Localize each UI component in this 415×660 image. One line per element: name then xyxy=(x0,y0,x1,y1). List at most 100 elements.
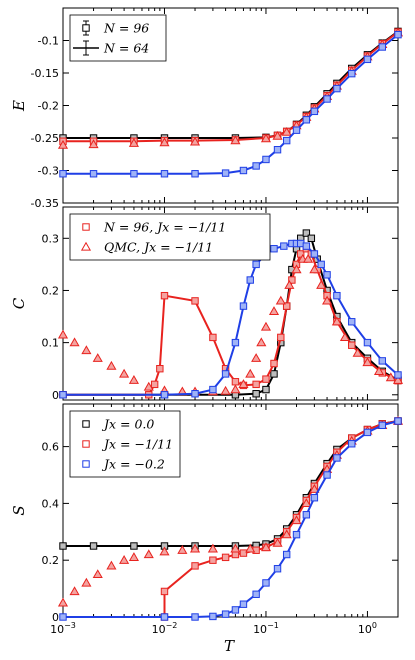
x-tick-exponent: 0 xyxy=(372,621,377,630)
data-point xyxy=(331,316,342,326)
data-point xyxy=(89,542,98,550)
data-point xyxy=(262,579,270,587)
data-point xyxy=(245,543,256,553)
legend: N = 96, Jx = −1/11 QMC, Jx = −1/11 xyxy=(69,213,271,261)
legend-marker xyxy=(82,24,90,32)
data-point xyxy=(281,529,292,539)
data-point xyxy=(160,391,169,399)
legend-entry: Jx = −0.2 xyxy=(82,457,165,472)
data-point xyxy=(81,577,92,587)
data-point xyxy=(273,565,282,573)
data-point xyxy=(268,306,280,315)
y-tick-label: -0.1 xyxy=(38,35,59,48)
legend-entry: QMC, Jx = −1/11 xyxy=(80,240,213,255)
data-point xyxy=(191,297,199,305)
y-tick-label: -0.2 xyxy=(38,100,59,113)
data-point xyxy=(302,511,311,519)
legend-marker xyxy=(82,223,90,231)
data-point xyxy=(209,385,217,394)
data-point xyxy=(302,242,311,250)
data-point xyxy=(69,337,80,347)
data-point xyxy=(394,417,402,425)
y-tick-label: 0 xyxy=(52,611,59,624)
series-blue-square xyxy=(59,417,402,621)
data-point xyxy=(301,498,312,508)
data-point xyxy=(159,546,170,556)
panel-c: 0 0.1 0.2 0.3 C N = 96, Jx = −1/11 QMC, Jx = −… xyxy=(10,206,404,402)
legend-label: N = 96, Jx = −1/11 xyxy=(103,220,226,235)
y-tick-label: 0.6 xyxy=(42,441,60,454)
data-point xyxy=(272,537,283,547)
data-point xyxy=(245,368,256,378)
data-point xyxy=(128,552,139,562)
data-point xyxy=(292,126,301,134)
legend-entry: N = 96, Jx = −1/11 xyxy=(82,220,226,235)
data-point xyxy=(160,587,169,596)
data-point xyxy=(150,380,159,389)
legend: Jx = 0.0 Jx = −1/11 Jx = −0.2 xyxy=(69,410,181,478)
data-point xyxy=(189,543,201,553)
data-point xyxy=(252,380,260,389)
y-axis-label: E xyxy=(10,100,28,112)
data-point xyxy=(57,139,69,149)
legend-entry: Jx = 0.0 xyxy=(82,417,154,432)
data-point xyxy=(252,590,260,598)
data-point xyxy=(209,612,217,621)
data-point xyxy=(316,280,327,289)
x-tick-label: 10−1 xyxy=(253,621,279,636)
data-point xyxy=(322,295,333,305)
legend-label: N = 64 xyxy=(103,41,149,56)
data-point xyxy=(352,347,363,357)
data-point xyxy=(339,332,350,342)
data-point xyxy=(307,234,316,242)
data-point xyxy=(160,613,169,621)
data-point xyxy=(394,30,402,39)
data-point xyxy=(209,333,217,342)
y-tick-label: -0.15 xyxy=(31,67,59,80)
y-tick-label: -0.25 xyxy=(31,132,59,145)
data-point xyxy=(260,133,272,143)
y-axis-label: C xyxy=(10,297,28,309)
data-point xyxy=(209,556,217,564)
data-point xyxy=(92,353,103,362)
x-axis-label: T xyxy=(224,637,235,655)
data-point xyxy=(251,353,262,362)
data-point xyxy=(221,370,230,378)
data-point xyxy=(106,360,117,370)
y-tick-label: 0.1 xyxy=(42,337,60,350)
y-tick-label: 0.2 xyxy=(42,554,60,567)
data-point xyxy=(297,250,305,258)
data-point xyxy=(238,379,249,389)
data-point xyxy=(57,329,69,339)
y-tick-label: -0.35 xyxy=(31,197,59,210)
legend-marker xyxy=(82,420,90,428)
data-point xyxy=(282,550,291,559)
data-point xyxy=(160,291,169,300)
y-axis-label: S xyxy=(10,505,28,515)
data-point xyxy=(156,365,164,373)
data-point xyxy=(177,545,188,554)
data-point xyxy=(252,260,260,269)
data-point xyxy=(119,368,130,378)
data-point xyxy=(89,170,98,178)
data-point xyxy=(252,390,260,398)
data-point xyxy=(392,374,404,384)
data-point xyxy=(394,371,402,379)
data-point xyxy=(288,276,296,284)
legend-marker xyxy=(82,460,90,468)
panel-e: -0.35 -0.3 -0.25 -0.2 -0.15 -0.1 E N = 96 N = 64 xyxy=(10,7,404,210)
data-point xyxy=(310,250,319,258)
data-point xyxy=(231,378,240,386)
data-point xyxy=(252,162,260,170)
data-point xyxy=(159,137,170,147)
legend-entry: N = 96 xyxy=(82,20,149,36)
data-point xyxy=(130,170,138,178)
data-point xyxy=(128,374,139,384)
data-point xyxy=(119,554,130,564)
data-point xyxy=(239,302,248,310)
data-point xyxy=(260,321,272,331)
data-point xyxy=(273,146,282,154)
data-point xyxy=(246,276,254,284)
data-point xyxy=(270,359,278,368)
